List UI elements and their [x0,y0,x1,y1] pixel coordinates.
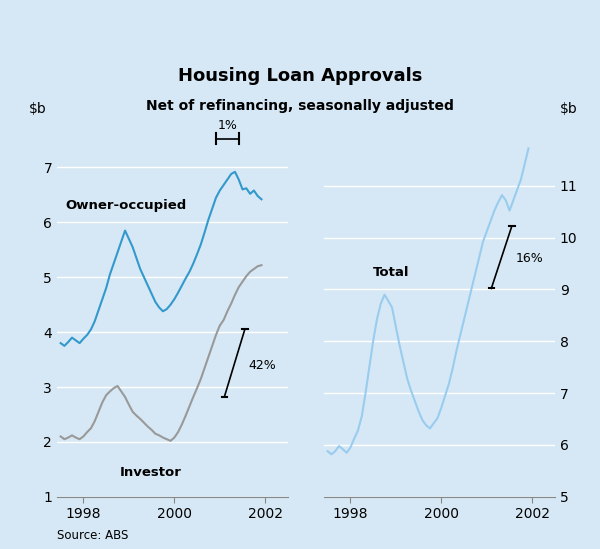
Text: Net of refinancing, seasonally adjusted: Net of refinancing, seasonally adjusted [146,99,454,113]
Text: $b: $b [29,102,47,116]
Text: Owner-occupied: Owner-occupied [65,199,187,211]
Text: 16%: 16% [515,253,543,266]
Text: Investor: Investor [120,466,182,479]
Text: Housing Loan Approvals: Housing Loan Approvals [178,67,422,85]
Text: 42%: 42% [248,358,276,372]
Text: $b: $b [560,102,578,116]
Text: Source: ABS: Source: ABS [57,529,128,542]
Text: Total: Total [373,266,410,279]
Text: 1%: 1% [218,119,238,132]
